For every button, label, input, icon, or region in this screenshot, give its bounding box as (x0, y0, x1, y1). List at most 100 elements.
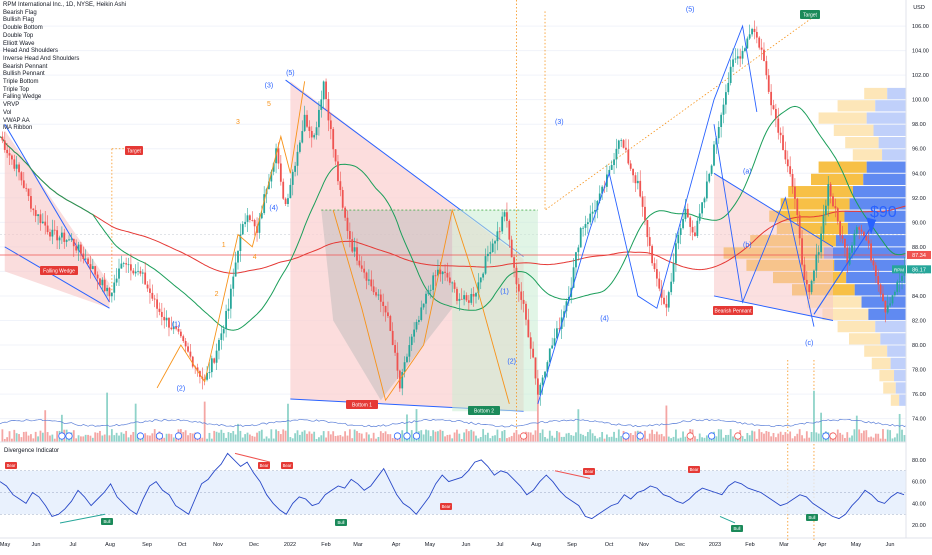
indicator-item[interactable]: VRVP (3, 102, 20, 109)
indicator-item[interactable]: Head And Shoulders (3, 48, 59, 55)
orange-wave (156, 81, 306, 389)
indicator-item[interactable]: Bearish Pennant (3, 63, 48, 70)
price-tick-label: 106.00 (912, 24, 929, 30)
volume-bar (215, 431, 218, 442)
candle-body (874, 265, 877, 277)
volume-bar (308, 431, 311, 442)
volume-bar (784, 432, 787, 442)
candle-body (858, 227, 861, 230)
indicator-item[interactable]: Elliott Wave (3, 40, 35, 47)
volume-profile-bar (822, 308, 869, 320)
indicator-item[interactable]: Vol (3, 109, 12, 116)
volume-bar (249, 434, 251, 442)
indicator-item[interactable]: Falling Wedge (3, 94, 42, 101)
bottom-2-tag-text: Bottom 2 (474, 409, 494, 415)
volume-bar (789, 431, 792, 442)
candle-body (353, 247, 356, 252)
candle-body (327, 99, 330, 121)
candle-body (89, 264, 92, 270)
indicator-item[interactable]: Bearish Flag (3, 9, 37, 16)
volume-bar (529, 432, 532, 442)
indicator-item[interactable]: VWAP AA (3, 117, 30, 124)
indicator-item[interactable]: Double Top (3, 32, 34, 39)
wave-label: 3 (236, 119, 240, 126)
volume-bar (589, 429, 592, 442)
indicator-item[interactable]: Inverse Head And Shoulders (3, 55, 80, 62)
candle-body (534, 357, 537, 379)
candle-body (251, 220, 254, 221)
indicator-item[interactable]: Triple Top (3, 86, 30, 93)
candle-body (677, 234, 680, 244)
volume-profile-bar (769, 210, 845, 222)
candle-body (870, 243, 872, 261)
volume-profile-bar (863, 173, 906, 186)
candle-body (458, 298, 461, 301)
candle-body (460, 298, 463, 300)
volume-bar (25, 431, 28, 442)
volume-bar (334, 435, 337, 442)
candle-body (94, 266, 97, 275)
candle-body (786, 159, 789, 167)
symbol-title[interactable]: RPM International Inc., 1D, NYSE, Heikin… (3, 2, 127, 8)
candle-body (215, 350, 218, 363)
candle-body (527, 319, 530, 338)
volume-profile-bar (849, 333, 881, 345)
volume-bar (886, 429, 889, 442)
volume-bar (527, 432, 530, 442)
candle-body (525, 303, 527, 320)
volume-bar (368, 434, 370, 442)
volume-bar (439, 429, 442, 442)
volume-bar (874, 433, 877, 442)
candle-body (882, 293, 884, 301)
volume-bar (201, 437, 204, 442)
candle-body (441, 271, 444, 275)
volume-bar (218, 432, 220, 442)
volume-bar (725, 434, 727, 442)
price-tick-label: 80.00 (912, 343, 926, 349)
volume-bar (134, 403, 137, 442)
indicator-item[interactable]: Double Bottom (3, 25, 43, 32)
volume-profile-bar (844, 210, 906, 222)
candle-body (686, 208, 689, 218)
candle-body (796, 198, 799, 216)
volume-bar (287, 403, 289, 442)
volume-bar (87, 434, 89, 442)
indicator-item[interactable]: Triple Bottom (3, 79, 39, 86)
volume-bar (175, 437, 178, 442)
indicator-item[interactable]: MA Ribbon (3, 125, 33, 132)
wave-label: (c) (805, 340, 813, 347)
candle-body (805, 279, 808, 285)
volume-ma-line (0, 418, 915, 428)
candle-body (220, 333, 223, 340)
volume-bar (279, 434, 282, 442)
volume-bar (648, 433, 651, 442)
volume-bar (196, 437, 199, 442)
indicator-item[interactable]: Bullish Pennant (3, 71, 45, 78)
volume-profile-bar (866, 112, 906, 124)
time-tick-label: May (425, 542, 436, 548)
indicator-legend: RPM International Inc., 1D, NYSE, Heikin… (3, 2, 126, 133)
volume-bar (370, 438, 373, 442)
candle-body (498, 231, 501, 233)
volume-bar (77, 435, 80, 442)
candle-body (113, 282, 116, 293)
candle-body (351, 239, 354, 252)
indicator-item[interactable]: Bullish Flag (3, 17, 35, 24)
volume-bar (658, 434, 661, 442)
volume-profile-bar (837, 320, 876, 333)
volume-bar (794, 436, 796, 442)
falling-wedge-tag-text: Falling Wedge (43, 269, 75, 275)
candle-body (770, 91, 773, 106)
candle-body (384, 306, 387, 313)
candle-body (106, 287, 108, 292)
volume-bar (496, 429, 499, 442)
candle-body (779, 132, 782, 136)
volume-bar (327, 431, 330, 442)
candle-body (658, 278, 661, 289)
volume-bar (184, 430, 187, 442)
bear-divergence-line (234, 452, 271, 463)
volume-bar (401, 430, 404, 442)
volume-bar (517, 434, 520, 442)
